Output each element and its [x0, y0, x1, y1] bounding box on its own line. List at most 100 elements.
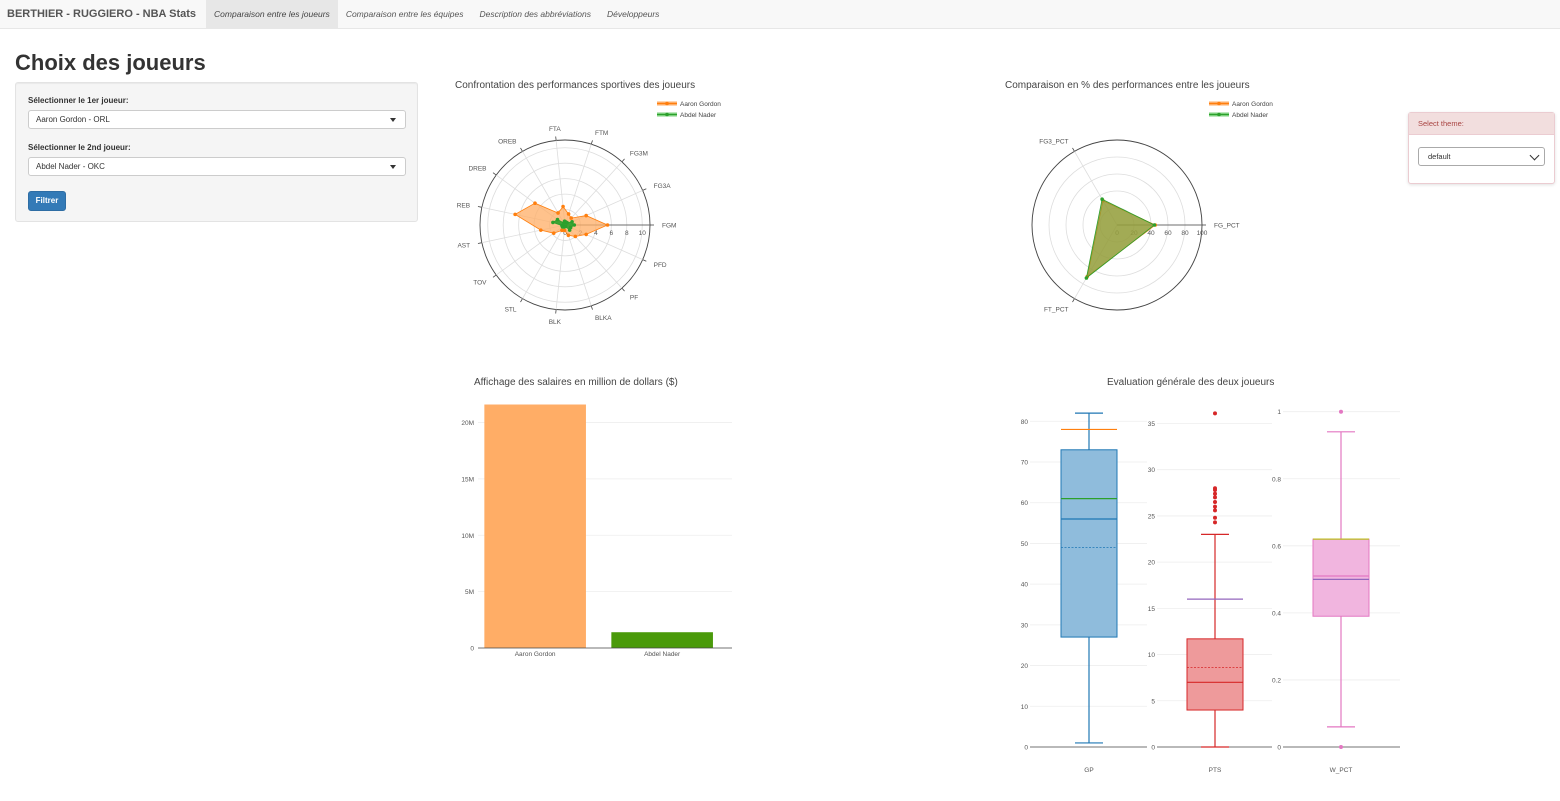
radar-axis-label: STL	[505, 307, 517, 314]
box-outlier	[1339, 745, 1343, 749]
box-y-tick-label: 60	[1021, 500, 1029, 507]
radar-point	[605, 223, 610, 227]
box-outlier	[1213, 520, 1217, 525]
radar-series-area	[1085, 198, 1156, 279]
box-y-tick-label: 30	[1148, 467, 1156, 474]
radar-radial-tick-label: 40	[1147, 230, 1155, 237]
radar-point	[1100, 197, 1104, 202]
player-selection-panel: Sélectionner le 1er joueur: Aaron Gordon…	[15, 82, 418, 222]
salary-bar	[484, 404, 586, 648]
radar-tick	[492, 172, 497, 176]
box-y-tick-label: 50	[1021, 541, 1029, 548]
radar-axis-label: FG_PCT	[1214, 223, 1240, 230]
radar-point	[539, 228, 543, 232]
box-outlier	[1213, 508, 1217, 513]
radar-axis-label: BLKA	[595, 315, 612, 322]
bar-y-tick-label: 15M	[461, 476, 474, 483]
radar-tick	[642, 259, 647, 262]
legend-label: Aaron Gordon	[680, 101, 721, 108]
bar-x-tick-label: Aaron Gordon	[515, 651, 556, 658]
box-outlier	[1213, 491, 1217, 496]
radar-percent-title: Comparaison en % des performances entre …	[1005, 80, 1250, 91]
radar-radial-tick-label: 60	[1164, 230, 1172, 237]
radar-tick	[520, 147, 523, 152]
radar-axis-label: FTA	[549, 126, 561, 133]
player2-select[interactable]: Abdel Nader - OKC	[28, 157, 406, 176]
filter-button[interactable]: Filtrer	[28, 191, 66, 211]
bar-y-tick-label: 0	[470, 646, 474, 653]
theme-select-value: default	[1428, 152, 1451, 161]
box-x-label: PTS	[1209, 767, 1222, 774]
radar-point	[561, 204, 565, 209]
tab-developers[interactable]: Développeurs	[606, 8, 660, 19]
radar-axis-label: FT_PCT	[1044, 307, 1069, 314]
tab-abbreviations[interactable]: Description des abbréviations	[479, 8, 591, 19]
radar-point	[551, 220, 555, 225]
tab-player-comparison[interactable]: Comparaison entre les joueurs	[206, 0, 338, 29]
radar-radial-tick-label: 0	[563, 230, 567, 237]
radar-spoke	[564, 224, 592, 306]
radar-tick	[621, 158, 625, 163]
radar-tick	[621, 287, 625, 292]
radar-axis-label: BLK	[549, 319, 562, 326]
radar-radial-tick-label: 100	[1197, 230, 1208, 237]
legend-label: Aaron Gordon	[1232, 101, 1273, 108]
player1-label: Sélectionner le 1er joueur:	[28, 96, 129, 105]
radar-performance-chart[interactable]: FGM FG3A FG3M FTM FTA OREB DREB REB AST TOV STL BLK…	[457, 101, 721, 326]
radar-point	[562, 221, 566, 225]
tab-team-comparison[interactable]: Comparaison entre les équipes	[345, 8, 464, 19]
radar-point	[560, 228, 564, 233]
radar-tick	[520, 298, 523, 303]
radar-point	[1152, 223, 1157, 227]
bar-y-tick-label: 10M	[461, 533, 474, 540]
legend-marker	[1217, 112, 1221, 117]
radar-tick	[590, 140, 593, 145]
radar-axis-label: OREB	[498, 138, 516, 145]
box-outlier	[1213, 411, 1217, 416]
player1-select[interactable]: Aaron Gordon - ORL	[28, 110, 406, 129]
radar-spoke	[522, 224, 566, 299]
radar-axis-label: FG3A	[654, 183, 672, 190]
radar-point	[533, 201, 537, 205]
box-outlier	[1213, 495, 1217, 500]
radar-tick	[477, 206, 482, 208]
box-y-tick-label: 30	[1021, 622, 1029, 629]
radar-point	[513, 212, 517, 217]
salary-bar-chart[interactable]: 0 5M 10M 15M 20M Aaron Gordon Abdel Nader	[461, 404, 732, 658]
box-outlier	[1213, 486, 1217, 491]
radar-point	[563, 224, 568, 229]
box-iqr	[1312, 538, 1370, 617]
theme-select[interactable]: default	[1418, 147, 1545, 166]
box-y-tick-label: 5	[1151, 698, 1155, 705]
radar-tick	[477, 242, 482, 244]
box-y-tick-label: 35	[1148, 421, 1156, 428]
evaluation-box-chart[interactable]: 0 10 20 30 40 50 60 70 80 GP 0 5 10 15 20 25 30 35 PTS 0 0.2…	[1021, 409, 1400, 774]
box-outlier	[1213, 500, 1217, 505]
radar-radial-tick-label: 6	[610, 230, 614, 237]
radar-point	[570, 220, 574, 224]
radar-radial-tick-label: 4	[594, 230, 598, 237]
salary-bar	[611, 632, 713, 648]
bar-y-tick-label: 5M	[465, 589, 474, 596]
theme-selector-panel: Select theme: default	[1408, 112, 1555, 184]
box-y-tick-label: 40	[1021, 582, 1029, 589]
radar-radial-tick-label: 80	[1181, 230, 1189, 237]
salary-chart-title: Affichage des salaires en million de dol…	[474, 377, 678, 388]
theme-selector-header: Select theme:	[1409, 113, 1554, 135]
radar-axis-label: PF	[630, 295, 638, 302]
radar-point	[566, 233, 571, 238]
radar-axis-label: FGM	[662, 223, 676, 230]
radar-point	[572, 223, 577, 227]
page-title: Choix des joueurs	[15, 50, 206, 75]
app-brand[interactable]: BERTHIER - RUGGIERO - NBA Stats	[7, 7, 197, 20]
radar-point	[1084, 276, 1089, 280]
radar-tick	[1072, 147, 1075, 152]
radar-series-area	[514, 202, 609, 237]
radar-axis-label: DREB	[468, 165, 486, 172]
player2-label: Sélectionner le 2nd joueur:	[28, 143, 131, 152]
box-outlier	[1213, 515, 1217, 520]
radar-tick	[1072, 298, 1075, 303]
box-x-label: W_PCT	[1330, 767, 1353, 774]
radar-point	[562, 228, 567, 233]
